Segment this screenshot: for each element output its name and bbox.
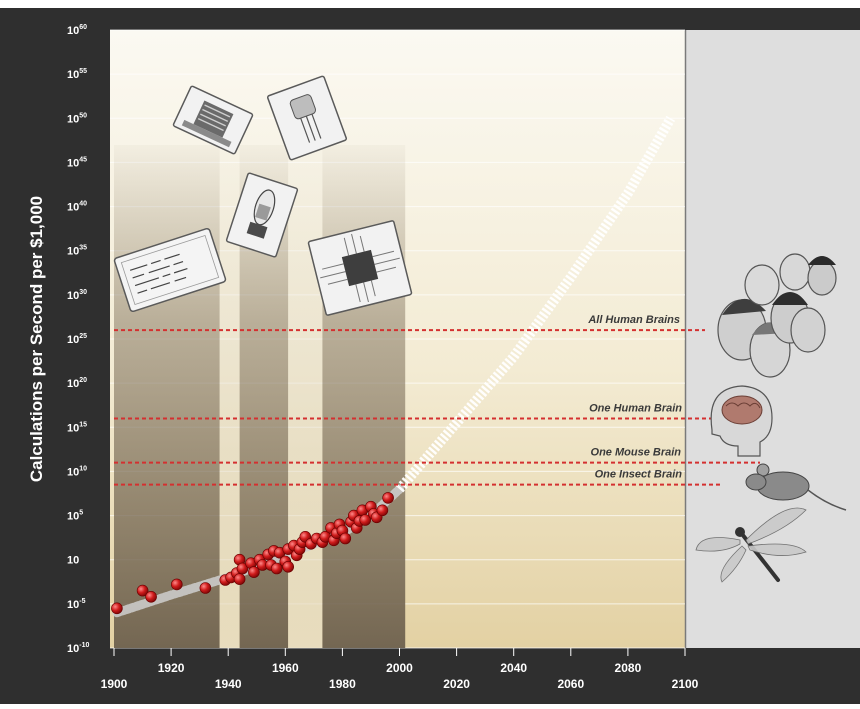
y-tick-label-8: 1030 — [67, 289, 87, 302]
integrated-circuit-icon — [307, 220, 413, 316]
x-tick-label-0: 1900 — [101, 677, 128, 691]
x-tick-label-8: 2060 — [557, 677, 584, 691]
data-points — [111, 492, 394, 615]
x-tick-label-9: 2080 — [615, 661, 642, 675]
data-point-8 — [233, 573, 246, 585]
data-point-21 — [282, 560, 295, 573]
y-tick-label-3: 105 — [67, 510, 83, 523]
x-tick-label-10: 2100 — [672, 677, 699, 691]
x-tick-label-4: 1980 — [329, 677, 356, 691]
data-point-37 — [339, 532, 352, 545]
y-tick-label-7: 1025 — [67, 333, 87, 346]
data-point-4 — [199, 582, 212, 594]
data-point-43 — [359, 514, 372, 526]
data-point-10 — [236, 562, 249, 575]
y-tick-label-13: 1055 — [67, 68, 87, 81]
era-band-transistor — [288, 145, 323, 648]
era-band-relay — [219, 145, 240, 648]
x-tick-label-6: 2020 — [443, 677, 470, 691]
relay-icon — [172, 85, 254, 155]
y-tick-label-0: 10-10 — [67, 642, 89, 655]
x-tick-label-1: 1920 — [158, 661, 185, 675]
human-brain-icon — [710, 385, 773, 457]
threshold-label: One Insect Brain — [595, 469, 683, 481]
y-tick-label-10: 1040 — [67, 201, 87, 214]
mouse-icon — [745, 463, 847, 511]
data-point-48 — [382, 492, 394, 504]
x-axis-ticks: 1900 1920 1940 1960 1980 2000 2020 2040 2060 2080… — [101, 648, 699, 691]
y-tick-label-12: 1050 — [67, 112, 87, 125]
electromechanical-card-icon — [113, 227, 227, 313]
y-tick-label-4: 1010 — [67, 465, 87, 478]
data-point-12 — [248, 566, 260, 578]
y-tick-label-1: 10-5 — [67, 598, 86, 611]
data-point-18 — [270, 562, 283, 575]
y-axis-ticks: 10-10 10-5 10 105 1010 1015 1020 1025 1030 1035 10… — [67, 24, 89, 655]
threshold-lines: All Human Brains One Human Brain One Mouse… — [114, 314, 760, 486]
dragonfly-icon — [695, 507, 807, 583]
y-tick-label-5: 1015 — [67, 421, 87, 434]
x-tick-label-5: 2000 — [386, 661, 413, 675]
data-point-47 — [376, 504, 389, 517]
human-heads-icon — [717, 253, 837, 378]
data-point-2 — [145, 590, 157, 603]
data-point-3 — [171, 578, 183, 591]
vacuum-tube-icon — [225, 172, 299, 258]
era-band-electromechanical-card — [114, 145, 220, 648]
threshold-label: All Human Brains — [587, 314, 680, 326]
transistor-icon — [266, 75, 348, 161]
x-tick-label-3: 1960 — [272, 661, 299, 675]
x-tick-label-2: 1940 — [215, 677, 242, 691]
y-axis-label: Calculations per Second per $1,000 — [27, 196, 46, 482]
y-tick-label-2: 10 — [67, 555, 79, 567]
data-point-1 — [136, 584, 149, 597]
x-tick-label-7: 2040 — [500, 661, 527, 675]
data-point-0 — [111, 602, 123, 615]
threshold-label: One Human Brain — [589, 402, 682, 414]
y-tick-label-9: 1035 — [67, 245, 87, 258]
y-tick-label-6: 1020 — [67, 377, 87, 390]
y-tick-label-11: 1045 — [67, 156, 87, 169]
threshold-label: One Mouse Brain — [591, 447, 682, 459]
y-tick-label-14: 1060 — [67, 24, 87, 37]
trend-projected — [395, 115, 676, 493]
frame-top-strip — [0, 0, 860, 8]
